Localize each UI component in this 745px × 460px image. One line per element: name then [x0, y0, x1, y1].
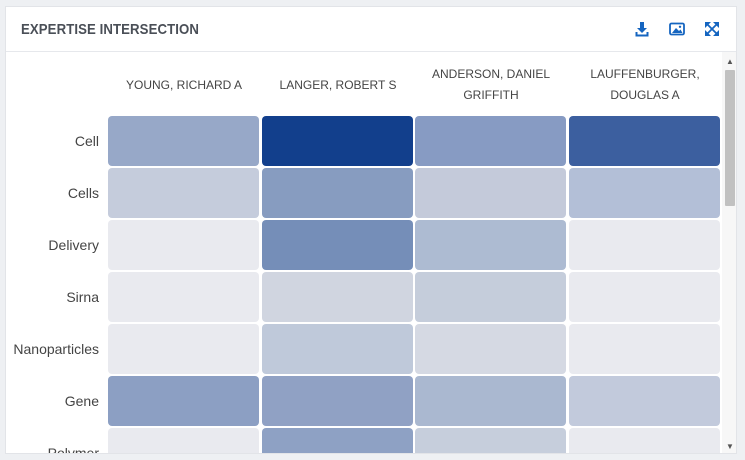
row-label: Delivery: [48, 237, 99, 253]
heatmap-cell[interactable]: [569, 116, 720, 166]
heatmap-cell[interactable]: [262, 220, 413, 270]
column-header: ANDERSON, DANIEL GRIFFITH: [431, 67, 551, 102]
heatmap-cell[interactable]: [415, 116, 566, 166]
panel-title: EXPERTISE INTERSECTION: [21, 21, 199, 38]
heatmap-cell[interactable]: [262, 324, 413, 374]
scroll-down-arrow-icon[interactable]: ▼: [726, 441, 734, 451]
heatmap-cell[interactable]: [569, 220, 720, 270]
heatmap-cell[interactable]: [415, 272, 566, 322]
heatmap-cell[interactable]: [415, 376, 566, 426]
heatmap-cell[interactable]: [262, 168, 413, 218]
heatmap-cell[interactable]: [569, 428, 720, 453]
row-label: Polymer: [47, 445, 99, 454]
heatmap-cell[interactable]: [415, 324, 566, 374]
heatmap-cell[interactable]: [262, 116, 413, 166]
image-icon[interactable]: [668, 20, 686, 38]
heatmap-cell[interactable]: [415, 220, 566, 270]
scrollbar-thumb[interactable]: [725, 70, 735, 206]
heatmap-cell[interactable]: [415, 168, 566, 218]
column-header: LANGER, ROBERT S: [279, 77, 397, 92]
vertical-scrollbar[interactable]: ▲ ▼: [722, 52, 736, 453]
heatmap-cell[interactable]: [262, 376, 413, 426]
heatmap-cell[interactable]: [569, 324, 720, 374]
heatmap-cell[interactable]: [108, 324, 259, 374]
expertise-intersection-panel: EXPERTISE INTERSECTION: [5, 6, 737, 454]
column-header: LAUFFENBURGER, DOUGLAS A: [590, 67, 700, 102]
heatmap-cell[interactable]: [569, 376, 720, 426]
heatmap-cell[interactable]: [569, 168, 720, 218]
scroll-up-arrow-icon[interactable]: ▲: [726, 56, 734, 66]
heatmap-cell[interactable]: [108, 168, 259, 218]
row-label: Cells: [67, 185, 99, 201]
heatmap-cell[interactable]: [108, 116, 259, 166]
column-header: YOUNG, RICHARD A: [125, 77, 242, 92]
heatmap-cell[interactable]: [262, 428, 413, 453]
row-label: Nanoparticles: [13, 341, 99, 357]
heatmap-cell[interactable]: [108, 428, 259, 453]
heatmap-cell[interactable]: [108, 272, 259, 322]
heatmap-cell[interactable]: [262, 272, 413, 322]
panel-header: EXPERTISE INTERSECTION: [6, 7, 736, 52]
heatmap-grid: YOUNG, RICHARD A LANGER, ROBERT S ANDERSON…: [6, 52, 722, 454]
row-label: Sirna: [66, 289, 99, 305]
download-icon[interactable]: [633, 20, 651, 38]
row-label: Gene: [64, 393, 99, 409]
heatmap-cell[interactable]: [108, 376, 259, 426]
heatmap-cell[interactable]: [108, 220, 259, 270]
heatmap-cell[interactable]: [415, 428, 566, 453]
row-label: Cell: [74, 133, 99, 149]
expand-icon[interactable]: [703, 20, 721, 38]
heatmap-cell[interactable]: [569, 272, 720, 322]
